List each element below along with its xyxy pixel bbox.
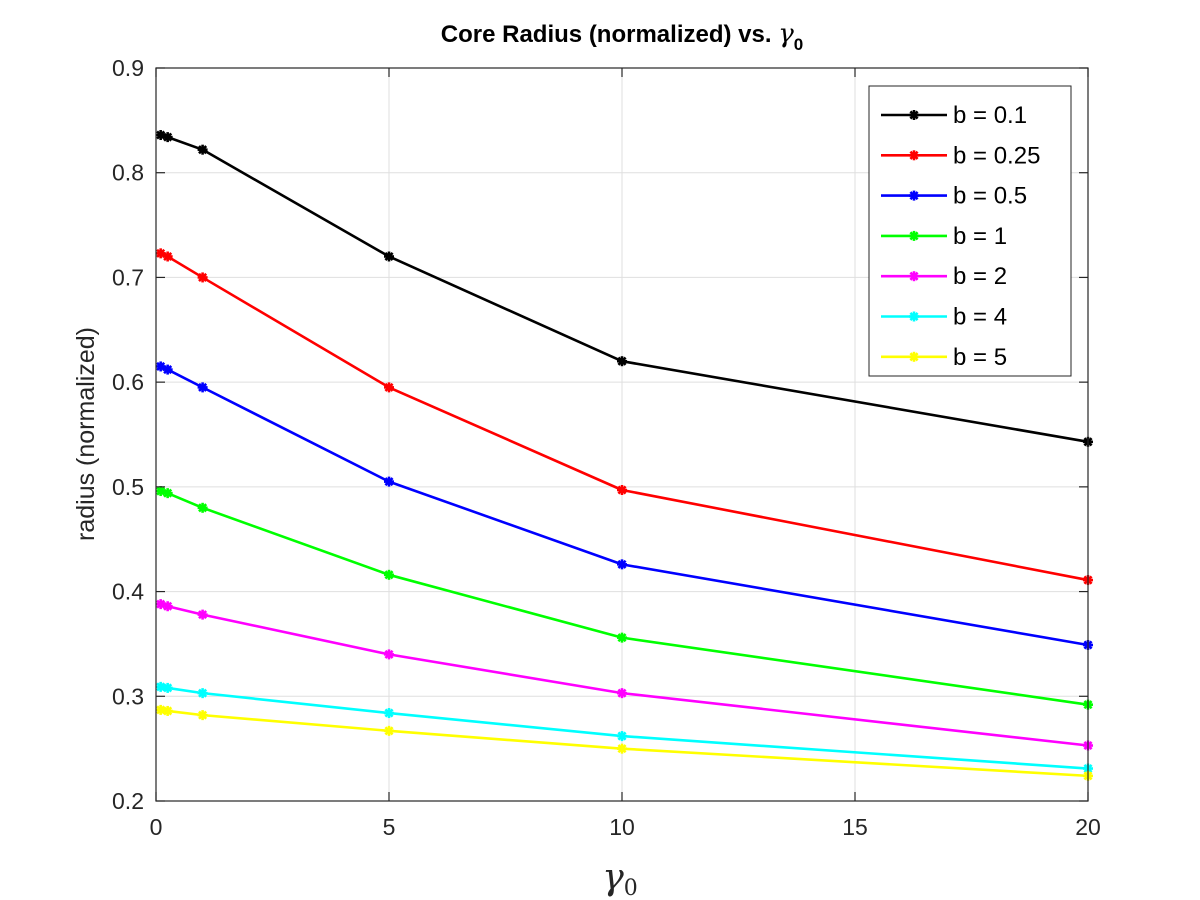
series: [155, 248, 1093, 586]
legend-swatch-marker: [909, 190, 919, 201]
y-tick-label: 0.5: [112, 474, 144, 500]
chart-title-text: Core Radius (normalized) vs.: [441, 21, 778, 48]
legend-label: b = 4: [953, 304, 1007, 331]
ticks: [155, 67, 1089, 802]
data-point: [617, 743, 627, 754]
data-point: [197, 272, 208, 283]
data-point: [617, 559, 627, 570]
legend-entry: b = 5: [881, 344, 1007, 371]
y-tick-label: 0.3: [112, 683, 144, 709]
data-point: [384, 476, 394, 487]
legend-box: [868, 85, 1072, 377]
legend-entry: b = 0.5: [881, 183, 1027, 210]
series: [155, 704, 1093, 781]
y-tick-label: 0.7: [112, 264, 144, 290]
legend-swatch-marker: [909, 351, 919, 362]
x-tick-label: 10: [609, 814, 635, 840]
legend-entry: b = 2: [881, 263, 1007, 290]
legend-label: b = 2: [953, 263, 1007, 290]
data-point: [162, 364, 173, 375]
data-point: [617, 688, 627, 699]
data-point: [162, 488, 173, 499]
data-point: [617, 632, 627, 643]
data-point: [197, 710, 208, 721]
legend-label: b = 0.1: [953, 102, 1027, 129]
x-axis-label: γ0: [602, 857, 638, 900]
data-point: [384, 382, 394, 393]
data-point: [617, 484, 627, 495]
legend-entry: b = 1: [881, 223, 1007, 250]
data-point: [617, 356, 627, 367]
x-tick-label: 15: [842, 814, 868, 840]
legend-swatch-marker: [909, 230, 919, 241]
data-point: [162, 705, 173, 716]
y-tick-label: 0.2: [112, 788, 144, 814]
data-point: [162, 682, 173, 693]
data-point: [162, 132, 173, 143]
y-tick-label: 0.6: [112, 369, 144, 395]
data-point: [197, 382, 208, 393]
tick-labels: 0 5 10 15 20 0.2 0.3 0.4 0.5 0.6 0.7 0.8 0.9: [112, 55, 1101, 840]
legend-swatch-marker: [909, 271, 919, 282]
x-axis-label-subscript: 0: [624, 876, 638, 900]
series: [155, 130, 1093, 447]
chart-title: Core Radius (normalized) vs. γ0: [441, 19, 803, 54]
legend-swatch-marker: [909, 311, 919, 322]
y-tick-label: 0.9: [112, 55, 144, 81]
data-point: [162, 251, 173, 262]
data-point: [197, 688, 208, 699]
data-point: [384, 251, 394, 262]
data-point: [384, 569, 394, 580]
legend-entry: b = 0.25: [881, 142, 1040, 169]
legend-entry: b = 4: [881, 304, 1007, 331]
data-point: [197, 502, 208, 513]
y-axis-label: radius (normalized): [72, 327, 100, 541]
x-tick-label: 5: [383, 814, 396, 840]
y-tick-label: 0.4: [112, 579, 144, 605]
series: [155, 486, 1093, 710]
data-point: [197, 609, 208, 620]
legend-swatch-marker: [909, 110, 919, 120]
data-point: [384, 649, 394, 660]
series: [155, 361, 1093, 650]
legend-entry: b = 0.1: [881, 102, 1027, 129]
legend-swatch-marker: [909, 150, 919, 161]
legend-label: b = 0.25: [953, 142, 1040, 169]
data-point: [384, 725, 394, 736]
legend-label: b = 5: [953, 344, 1007, 371]
data-point: [384, 708, 394, 719]
legend-label: b = 1: [953, 223, 1007, 250]
x-tick-label: 20: [1075, 814, 1101, 840]
y-tick-label: 0.8: [112, 160, 144, 186]
x-axis-label-symbol: γ: [602, 857, 624, 898]
chart-title-subscript: 0: [794, 35, 803, 54]
x-tick-label: 0: [150, 814, 163, 840]
data-point: [617, 731, 627, 742]
series-layer: [155, 130, 1093, 781]
series: [155, 681, 1093, 774]
chart-title-symbol: γ: [778, 19, 794, 49]
data-point: [197, 144, 208, 155]
data-point: [162, 601, 173, 612]
legend: b = 0.1 b = 0.25 b = 0.5 b = 1 b = 2 b = 4 b =…: [868, 85, 1072, 377]
legend-label: b = 0.5: [953, 183, 1027, 210]
